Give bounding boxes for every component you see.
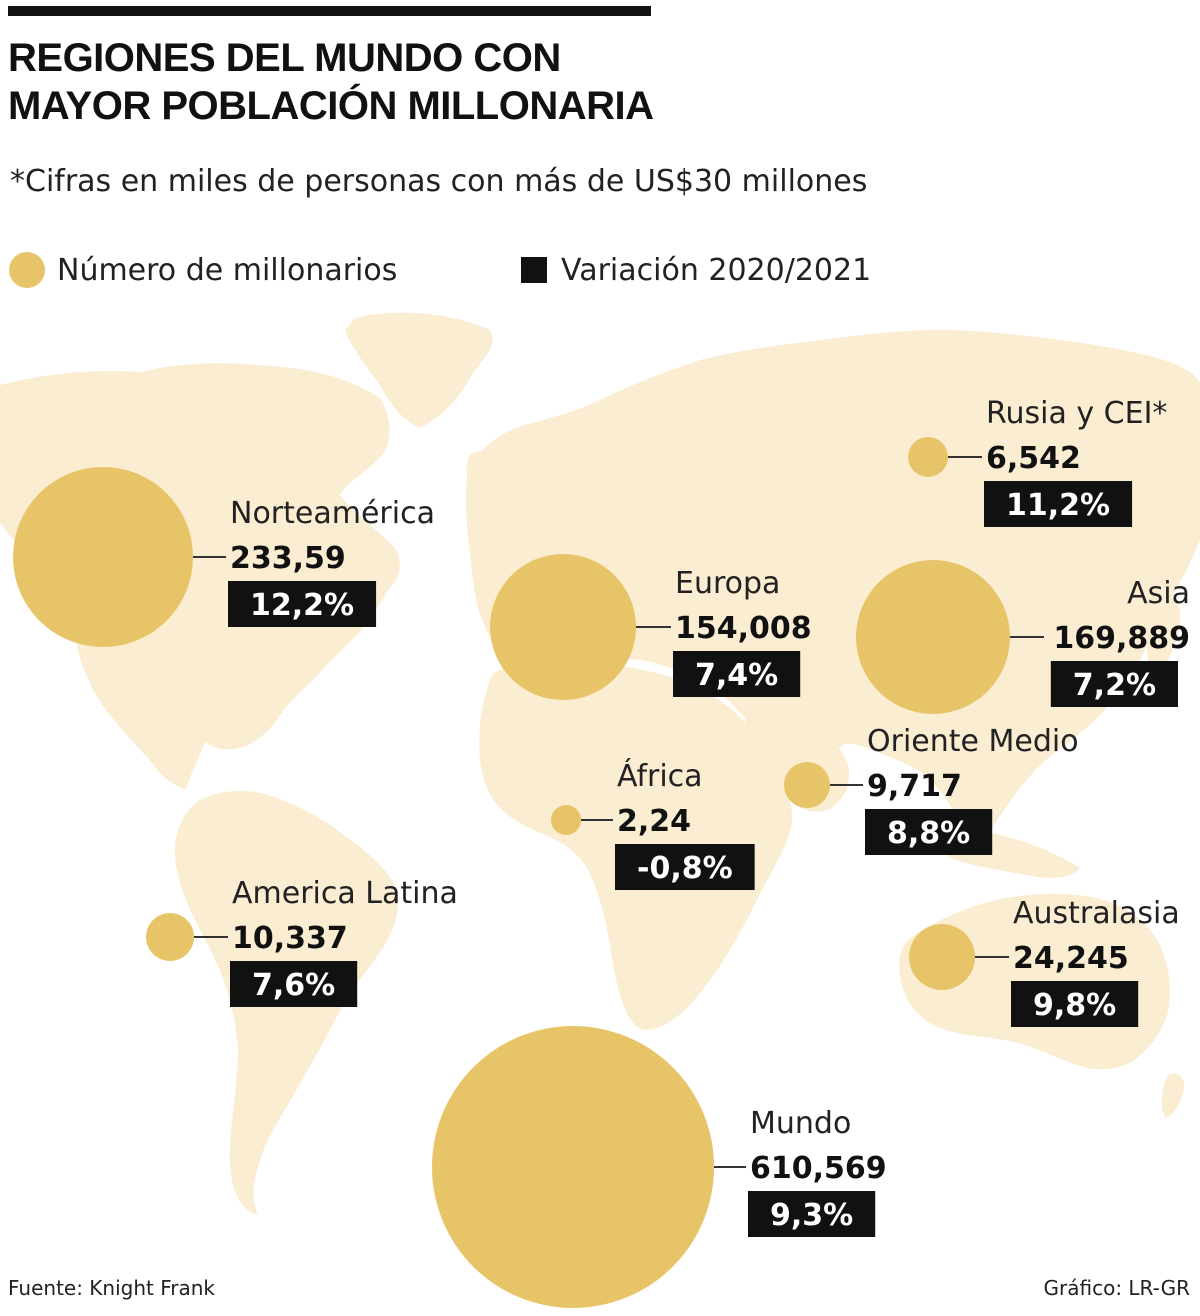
region-5-value-label: 9,717 — [867, 769, 962, 804]
region-5-change-badge: 8,8% — [865, 809, 993, 855]
region-3-change-label: 7,2% — [1073, 668, 1156, 703]
chart-title: REGIONES DEL MUNDO CON MAYOR POBLACIÓN M… — [8, 34, 654, 130]
region-3-bubble — [856, 560, 1010, 714]
region-9-change-label: 9,3% — [770, 1198, 853, 1233]
region-5-change-box — [865, 809, 993, 855]
region-6-bubble — [551, 805, 581, 835]
top-rule — [8, 6, 651, 16]
region-1-change-box — [228, 581, 377, 627]
landmass-greenland — [345, 312, 493, 428]
region-4-change-box — [984, 481, 1133, 527]
region-9-bubble — [432, 1026, 714, 1308]
region-2-bubble — [490, 554, 636, 700]
chart-subtitle: *Cifras en miles de personas con más de … — [10, 164, 868, 199]
region-7-name-label: America Latina — [232, 876, 458, 911]
region-6-change-badge: -0,8% — [615, 844, 755, 890]
region-4-change-label: 11,2% — [1006, 488, 1110, 523]
region-1-change-label: 12,2% — [250, 588, 354, 623]
region-8-change-badge: 9,8% — [1011, 981, 1139, 1027]
credit-note: Gráfico: LR-GR — [1043, 1276, 1190, 1300]
title-line-2: MAYOR POBLACIÓN MILLONARIA — [8, 84, 654, 128]
landmass-uk — [466, 451, 492, 490]
region-5-bubble — [784, 762, 830, 808]
region-5-name-label: Oriente Medio — [867, 724, 1079, 759]
region-9-change-box — [748, 1191, 876, 1237]
landmass-eurasia — [466, 330, 1200, 848]
region-3-name-label: Asia — [1127, 576, 1190, 611]
region-7-change-label: 7,6% — [252, 968, 335, 1003]
region-2-change-badge: 7,4% — [673, 651, 801, 697]
region-6-value-label: 2,24 — [617, 804, 691, 839]
region-5-change-label: 8,8% — [887, 816, 970, 851]
region-6-change-box — [615, 844, 755, 890]
region-3-change-badge: 7,2% — [1050, 661, 1178, 707]
region-1-change-badge: 12,2% — [228, 581, 377, 627]
region-4-change-badge: 11,2% — [984, 481, 1133, 527]
title-line-1: REGIONES DEL MUNDO CON — [8, 36, 561, 80]
region-8-bubble — [909, 924, 975, 990]
region-7-change-box — [230, 961, 358, 1007]
region-3-value-label: 169,889 — [1053, 621, 1190, 656]
region-1-name-label: Norteamérica — [230, 496, 435, 531]
region-8-change-box — [1011, 981, 1139, 1027]
region-2-name-label: Europa — [675, 566, 780, 601]
region-8-value-label: 24,245 — [1013, 941, 1129, 976]
region-7-value-label: 10,337 — [232, 921, 348, 956]
region-1-value-label: 233,59 — [230, 541, 346, 576]
legend-item-count: Número de millonarios — [9, 246, 397, 294]
label-layer: Norteamérica 233,59 12,2% Europa 154,008 7,4%… — [193, 396, 1190, 1237]
region-8-name-label: Australasia — [1013, 896, 1180, 931]
legend-square-icon — [521, 257, 547, 283]
region-2-change-box — [673, 651, 801, 697]
region-9-value-label: 610,569 — [750, 1151, 887, 1186]
region-9-change-badge: 9,3% — [748, 1191, 876, 1237]
bubble-layer — [13, 437, 1010, 1308]
region-8-change-label: 9,8% — [1033, 988, 1116, 1023]
region-4-name-label: Rusia y CEI* — [986, 396, 1167, 431]
region-6-name-label: África — [617, 758, 703, 794]
landmass-japan — [1146, 595, 1181, 669]
landmass-new-zealand — [1161, 1073, 1185, 1118]
region-7-change-badge: 7,6% — [230, 961, 358, 1007]
region-9-name-label: Mundo — [750, 1106, 851, 1141]
region-3-change-box — [1050, 661, 1178, 707]
legend-change-label: Variación 2020/2021 — [561, 252, 872, 288]
region-2-value-label: 154,008 — [675, 611, 812, 646]
region-7-bubble — [146, 913, 194, 961]
region-6-change-label: -0,8% — [637, 851, 733, 886]
region-2-change-label: 7,4% — [695, 658, 778, 693]
region-1-bubble — [13, 467, 193, 647]
legend-circle-icon — [9, 252, 45, 288]
region-4-value-label: 6,542 — [986, 441, 1081, 476]
legend-item-change: Variación 2020/2021 — [521, 246, 871, 294]
source-note: Fuente: Knight Frank — [8, 1276, 216, 1300]
region-4-bubble — [908, 437, 948, 477]
legend-count-label: Número de millonarios — [57, 252, 398, 288]
